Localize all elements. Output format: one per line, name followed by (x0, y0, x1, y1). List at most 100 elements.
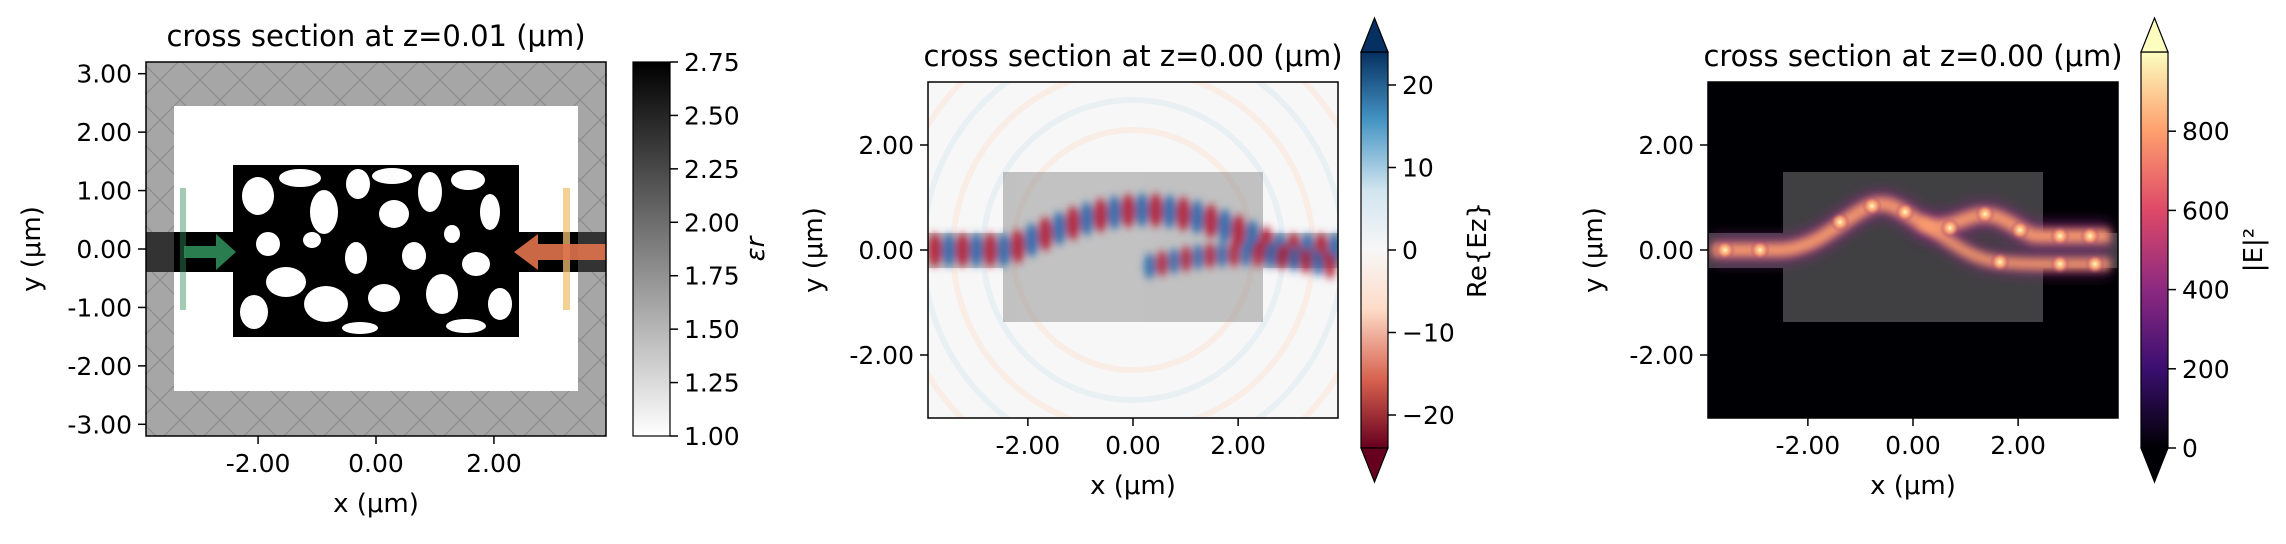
field-lobe (1093, 198, 1108, 233)
colorbar-ticks: 800 600 400 200 0 (2168, 117, 2230, 463)
field-lobe (1168, 248, 1180, 275)
colorbar-tick-label: 2.50 (684, 101, 740, 130)
y-tick-label: -2.00 (67, 352, 132, 381)
field-lobe (941, 233, 956, 267)
x-tick-label: -2.00 (996, 431, 1061, 460)
colorbar-extend-bottom (2140, 447, 2169, 484)
x-tick-label: 2.00 (1990, 431, 2046, 460)
colorbar-tick-label: −20 (1402, 401, 1455, 430)
field-lobe (1190, 200, 1205, 235)
colorbar-gradient (1360, 51, 1389, 449)
intensity-hotspot (1990, 252, 2010, 272)
chart-title: cross section at z=0.00 (μm) (1703, 39, 2122, 73)
source-plane-marker (180, 188, 186, 310)
field-lobe (1288, 245, 1300, 272)
x-tick-label: 2.00 (466, 449, 522, 478)
colorbar-gradient (2140, 51, 2169, 449)
colorbar-tick-label: 0 (2182, 434, 2198, 463)
y-tick-label: 0.00 (858, 236, 914, 265)
colorbar-tick-label: 2.75 (684, 48, 740, 77)
y-tick-label: -3.00 (67, 410, 132, 439)
field-lobe (1217, 208, 1232, 243)
field-lobe (1312, 250, 1324, 277)
colorbar-tick-label: 2.00 (684, 208, 740, 237)
colorbar-tick-label: 1.50 (684, 315, 740, 344)
field-lobe (928, 233, 942, 267)
y-tick-label: 2.00 (1638, 131, 1694, 160)
y-tick-label: -1.00 (67, 293, 132, 322)
intensity-hotspot (2010, 220, 2030, 240)
field-lobe (1231, 214, 1246, 249)
x-axis: -2.00 0.00 2.00 (226, 436, 522, 478)
x-tick-label: 0.00 (1885, 431, 1941, 460)
source-direction-arrow (184, 234, 236, 270)
x-tick-label: 2.00 (1210, 431, 1266, 460)
field-lobe (996, 233, 1011, 267)
colorbar-tick-label: 20 (1402, 71, 1434, 100)
field-lobe (1038, 217, 1053, 252)
colorbar-ticks: 2.75 2.50 2.25 2.00 1.75 1.50 1.25 1.00 (670, 48, 740, 451)
colorbar-tick-label: 1.75 (684, 262, 740, 291)
colorbar-extend-bottom (1360, 447, 1389, 484)
field-lobe (1134, 193, 1149, 228)
plot-area (1708, 82, 2118, 418)
field-lobe (1264, 242, 1276, 269)
intensity-hotspot (2050, 254, 2070, 274)
field-lobe (1162, 194, 1177, 229)
x-axis-label: x (μm) (1090, 471, 1176, 501)
field-lobe (983, 233, 998, 267)
field-lobe (969, 233, 984, 267)
colorbar-tick-label: 0 (1402, 236, 1418, 265)
intensity-panel: cross section at z=0.00 (μm) 2.000.00-2.… (1579, 16, 2269, 501)
intensity-pattern (1712, 191, 2110, 275)
colorbar: 2.75 2.50 2.25 2.00 1.75 1.50 1.25 1.00 εr (632, 48, 771, 451)
field-lobe (1228, 241, 1240, 268)
y-tick-label: 3.00 (76, 60, 132, 89)
field-lobe (1216, 241, 1228, 268)
colorbar-tick-label: 1.00 (684, 422, 740, 451)
y-axis: 3.00 2.00 1.00 0.00 -1.00 -2.00 -3.00 (67, 60, 146, 439)
colorbar-tick-label: 1.25 (684, 369, 740, 398)
x-axis-label: x (μm) (1870, 471, 1956, 501)
chart-title: cross section at z=0.01 (μm) (166, 19, 585, 53)
y-tick-label: -2.00 (1629, 341, 1694, 370)
field-lobe (1065, 206, 1080, 241)
colorbar-extend-top (1360, 16, 1389, 53)
pml-waveguide-left (146, 232, 174, 272)
colorbar-tick-label: −10 (1402, 319, 1455, 348)
x-tick-label: -2.00 (1776, 431, 1841, 460)
y-axis-label: y (μm) (17, 206, 47, 292)
colorbar-tick-label: 2.25 (684, 155, 740, 184)
field-pattern (928, 193, 1338, 279)
intensity-hotspot (2085, 254, 2105, 274)
field-lobe (1144, 253, 1156, 279)
intensity-hotspot (1715, 240, 1735, 260)
field-lobe (1148, 193, 1163, 228)
field-lobe (1204, 242, 1216, 269)
colorbar: 800 600 400 200 0 |E|² (2140, 16, 2269, 484)
plot-area (928, 82, 1338, 418)
colorbar-tick-label: 10 (1402, 154, 1434, 183)
intensity-hotspot (1750, 240, 1770, 260)
y-axis-label: y (μm) (1579, 207, 1609, 293)
field-lobe (1192, 244, 1204, 271)
colorbar-tick-label: 200 (2182, 355, 2230, 384)
y-tick-label: 1.00 (76, 177, 132, 206)
field-lobe (1156, 250, 1168, 277)
intensity-hotspot (2050, 226, 2070, 246)
intensity-hotspot (1862, 196, 1882, 216)
field-lobe (955, 233, 970, 267)
intensity-hotspot (1940, 218, 1960, 238)
colorbar-label: εr (741, 234, 771, 261)
field-lobe (1300, 248, 1312, 275)
field-lobe (1107, 195, 1122, 230)
y-axis: 2.00 0.00 -2.00 (1629, 131, 1708, 370)
design-region (233, 165, 519, 337)
x-axis: -2.00 0.00 2.00 (996, 418, 1266, 460)
x-tick-label: 0.00 (1105, 431, 1161, 460)
field-lobe (1079, 201, 1094, 236)
colorbar-label: Re{Ez} (1463, 202, 1493, 298)
x-tick-label: -2.00 (226, 449, 291, 478)
field-lobe (1324, 253, 1336, 279)
